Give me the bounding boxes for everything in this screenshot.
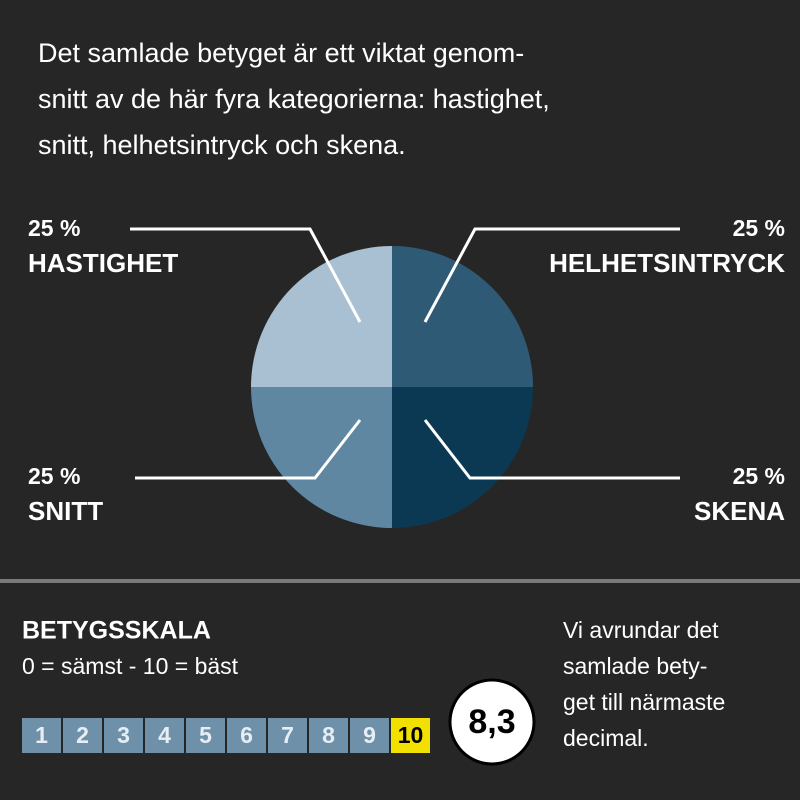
slice-category-label: HASTIGHET [28, 248, 178, 278]
scale-step [309, 718, 348, 753]
pie-slice [392, 246, 533, 387]
leader-line [135, 419, 362, 480]
note-line: Vi avrundar det [563, 617, 719, 643]
scale-step [22, 718, 61, 753]
scale-step-label: 3 [117, 722, 130, 748]
scale-step [186, 718, 225, 753]
scale-title: BETYGSSKALA [22, 617, 211, 645]
intro-line: Det samlade betyget är ett viktat genom- [38, 38, 524, 68]
scale-step [391, 718, 430, 753]
scale-step [104, 718, 143, 753]
scale-step-label: 5 [199, 722, 212, 748]
scale-subtitle: 0 = sämst - 10 = bäst [22, 653, 239, 679]
example-badge [448, 678, 536, 766]
scale-step-label: 2 [76, 722, 89, 748]
scale-step-label: 1 [35, 722, 48, 748]
leader-line [130, 227, 362, 323]
scale-step-label: 10 [398, 722, 424, 748]
scale-step-label: 4 [158, 722, 171, 748]
scale-step-label: 8 [322, 722, 335, 748]
slice-category-label: SKENA [694, 496, 785, 526]
scale-step-label: 9 [363, 722, 376, 748]
leader-line [423, 419, 680, 480]
intro-line: snitt, helhetsintryck och skena. [38, 130, 406, 160]
scale-step-label: 7 [281, 722, 294, 748]
leader-line [423, 227, 680, 323]
example-score: 8,3 [468, 703, 515, 741]
slice-value-label: 25 % [733, 215, 785, 241]
slice-value-label: 25 % [28, 215, 80, 241]
scale-step [145, 718, 184, 753]
intro-line: snitt av de här fyra kategorierna: hasti… [38, 84, 550, 114]
scale-step [227, 718, 266, 753]
scale-step [63, 718, 102, 753]
scale-step [350, 718, 389, 753]
note-line: samlade bety- [563, 653, 707, 679]
scale-step [268, 718, 307, 753]
note-line: decimal. [563, 725, 649, 751]
pie-slice [251, 246, 392, 387]
note-line: get till närmaste [563, 689, 725, 715]
slice-value-label: 25 % [733, 463, 785, 489]
slice-category-label: SNITT [28, 496, 103, 526]
slice-value-label: 25 % [28, 463, 80, 489]
slice-category-label: HELHETSINTRYCK [549, 248, 785, 278]
scale-step-label: 6 [240, 722, 253, 748]
